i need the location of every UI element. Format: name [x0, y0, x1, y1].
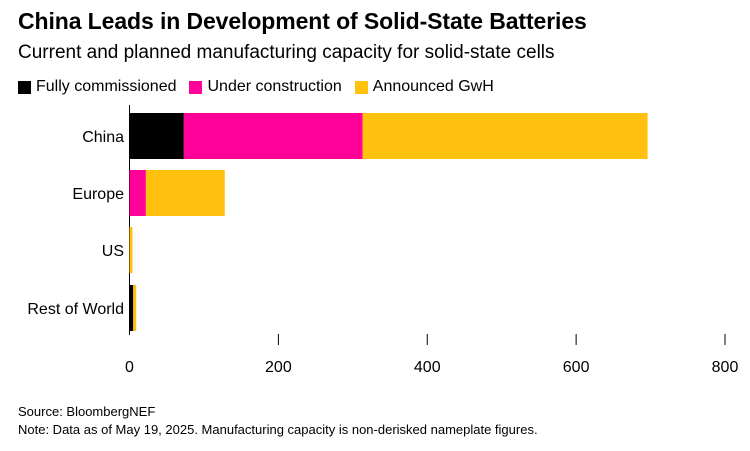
category-label-china: China	[82, 129, 124, 146]
legend-item-fully-commissioned: Fully commissioned	[18, 78, 176, 96]
legend-label-announced: Announced GwH	[372, 78, 494, 95]
x-tick-label-800: 800	[712, 359, 739, 376]
category-label-europe: Europe	[72, 186, 124, 203]
legend-label-fully-commissioned: Fully commissioned	[36, 78, 177, 95]
bar-europe-under-construction	[129, 170, 146, 216]
category-label-rest-of-world: Rest of World	[27, 301, 124, 318]
legend-swatch-fully-commissioned	[18, 80, 31, 94]
source-note: Source: BloombergNEF	[18, 404, 156, 419]
chart-legend: Fully commissioned Under construction An…	[18, 78, 507, 96]
bar-rest-of-world-announced-gwh	[133, 285, 137, 331]
x-tick-label-400: 400	[414, 359, 441, 376]
chart-subtitle: Current and planned manufacturing capaci…	[18, 42, 555, 63]
bar-china-announced-gwh	[362, 113, 648, 159]
category-label-us: US	[102, 243, 124, 260]
x-tick-label-200: 200	[265, 359, 292, 376]
bar-rest-of-world-fully-commissioned	[129, 285, 134, 331]
bar-europe-announced-gwh	[145, 170, 225, 216]
bar-china-under-construction	[183, 113, 363, 159]
legend-swatch-under-construction	[189, 80, 203, 94]
legend-item-under-construction: Under construction	[189, 78, 342, 96]
bar-china-fully-commissioned	[129, 113, 184, 159]
legend-label-under-construction: Under construction	[207, 78, 342, 95]
data-note: Note: Data as of May 19, 2025. Manufactu…	[18, 422, 538, 437]
legend-swatch-announced	[354, 80, 368, 94]
x-tick-label-0: 0	[125, 359, 134, 376]
x-tick-label-600: 600	[563, 359, 590, 376]
legend-item-announced: Announced GwH	[354, 78, 494, 96]
bar-us-announced-gwh	[129, 227, 133, 273]
chart-title: China Leads in Development of Solid-Stat…	[18, 8, 587, 34]
